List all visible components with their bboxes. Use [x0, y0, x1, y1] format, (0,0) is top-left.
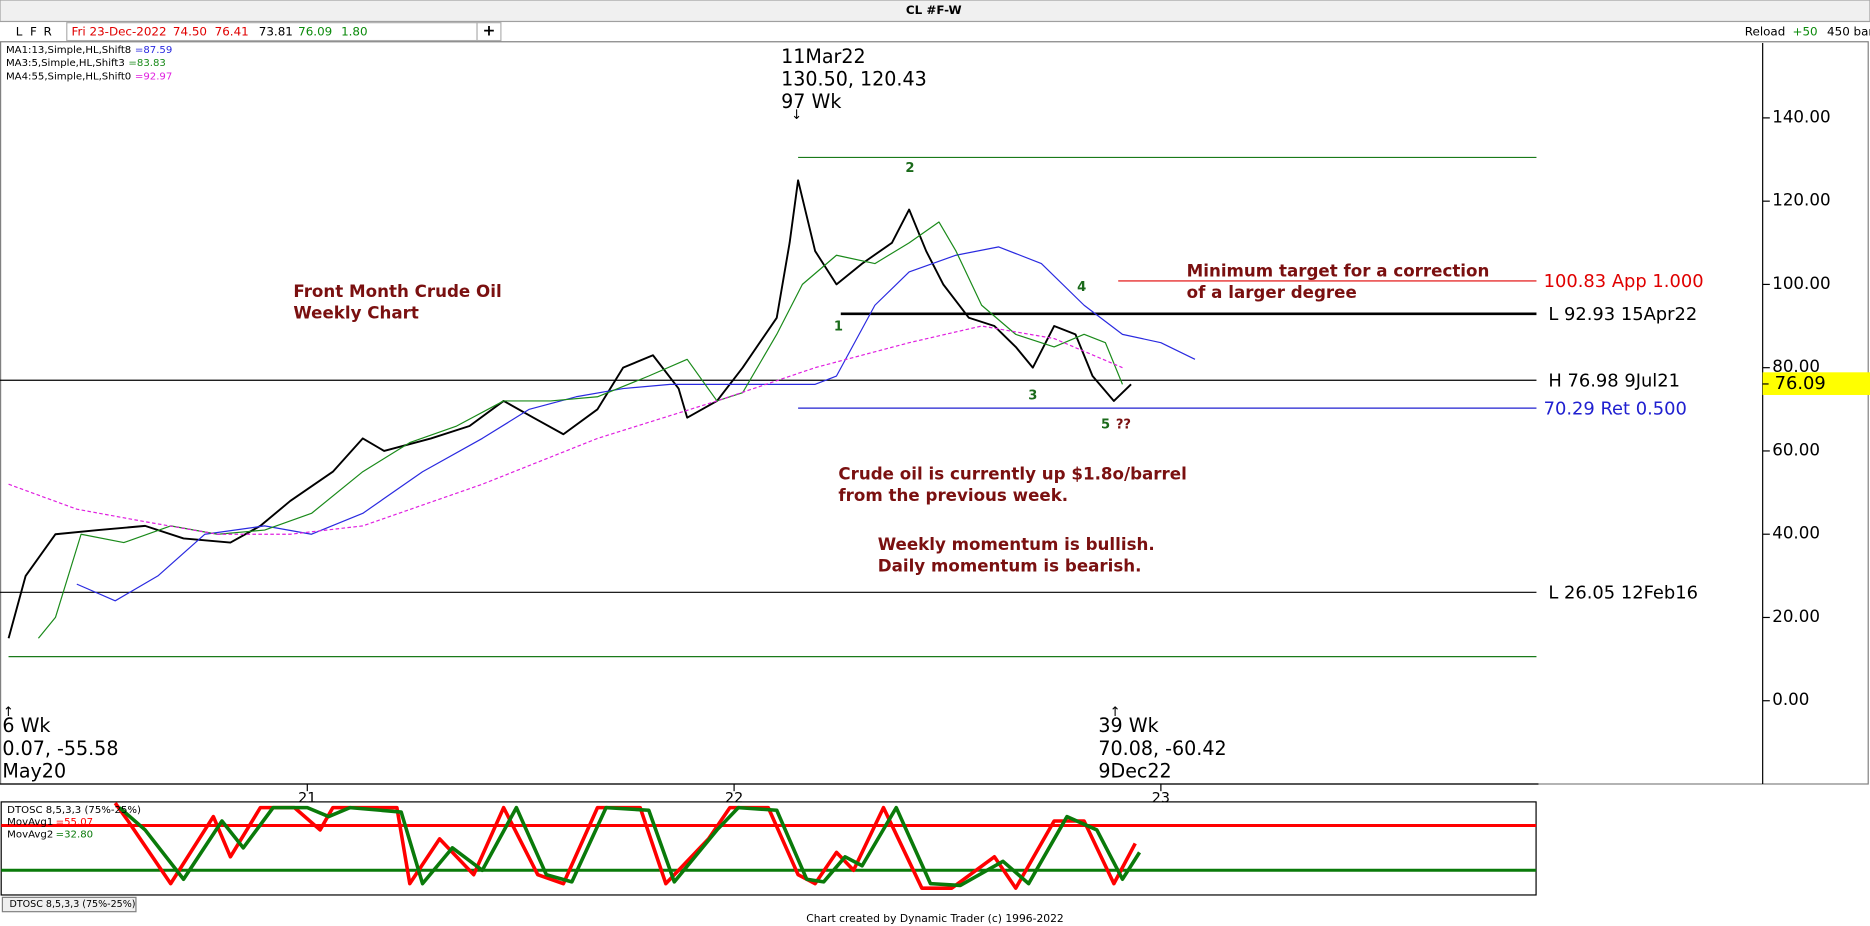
quote-close: 76.09 [298, 25, 332, 39]
wave-label: ?? [1116, 417, 1131, 432]
level-label: 100.83 App 1.000 [1544, 271, 1704, 292]
pivot-arrow: ↑ [1110, 705, 1121, 720]
pivot-text: 9Dec22 [1098, 761, 1171, 783]
note-text: Daily momentum is bearish. [878, 555, 1142, 575]
quote-change: 1.80 [341, 25, 368, 39]
toolbar-button[interactable]: R [44, 25, 52, 39]
pivot-text: 97 Wk [781, 91, 841, 113]
legend-value: =92.97 [135, 71, 172, 82]
wave-label: 5 [1101, 417, 1110, 432]
note-text: Crude oil is currently up $1.8o/barrel [838, 463, 1186, 483]
quote-open: 74.50 [173, 25, 207, 39]
oscillator-tab[interactable] [1, 896, 137, 913]
legend-name: MA4:55,Simple,HL,Shift0 [6, 71, 131, 82]
add-symbol[interactable]: + [482, 22, 495, 40]
pivot-text: May20 [2, 761, 66, 783]
wave-label: 1 [834, 319, 843, 334]
level-label: H 76.98 9Jul21 [1548, 370, 1680, 391]
reload-button[interactable]: Reload [1745, 25, 1786, 39]
y-tick-label: 0.00 [1772, 689, 1809, 709]
legend-value: =87.59 [135, 45, 172, 56]
y-tick-label: 100.00 [1772, 273, 1830, 293]
toolbar-button[interactable]: L [16, 25, 23, 39]
legend-value: =32.80 [56, 830, 93, 841]
y-tick-label: 20.00 [1772, 606, 1820, 626]
pivot-arrow: ↓ [791, 108, 802, 123]
y-tick-label: 60.00 [1772, 439, 1820, 459]
level-label: L 26.05 12Feb16 [1548, 582, 1698, 603]
toolbar-button[interactable]: F [30, 25, 37, 39]
oscillator-tab-label[interactable]: DTOSC 8,5,3,3 (75%-25%) [10, 899, 136, 910]
oscillator-title: DTOSC 8,5,3,3 (75%-25%) [7, 805, 141, 816]
series-line [76, 246, 1196, 602]
series-line [118, 805, 1142, 888]
legend-name: MA3:5,Simple,HL,Shift3 [6, 58, 125, 69]
x-tick-label: 22 [725, 790, 743, 806]
toolbar [0, 0, 1870, 23]
footer: Chart created by Dynamic Trader (c) 1996… [806, 912, 1064, 925]
last-price-box [1762, 372, 1870, 395]
legend-name: MovAvg2 [7, 830, 53, 841]
pivot-arrow: ↑ [3, 705, 14, 720]
legend-value: =83.83 [128, 58, 165, 69]
level-label: 70.29 Ret 0.500 [1544, 398, 1687, 419]
legend-name: MA1:13,Simple,HL,Shift8 [6, 45, 131, 56]
note-text: of a larger degree [1187, 282, 1357, 302]
note-text: from the previous week. [838, 485, 1068, 505]
oscillator-panel [0, 801, 1537, 896]
quote-date: Fri 23-Dec-2022 [72, 25, 167, 39]
pivot-text: 130.50, 120.43 [781, 68, 927, 90]
bars-count[interactable]: 450 bars [1827, 25, 1870, 39]
quote-low: 73.81 [259, 25, 293, 39]
pivot-text: 0.07, -55.58 [2, 738, 118, 760]
level-label: L 92.93 15Apr22 [1548, 304, 1697, 325]
series-line [8, 325, 1123, 535]
x-tick-label: 21 [298, 790, 316, 806]
pivot-text: 11Mar22 [781, 46, 866, 68]
wave-label: 3 [1028, 389, 1037, 404]
add-button[interactable] [476, 22, 502, 42]
y-tick-label: 140.00 [1772, 106, 1830, 126]
note-text: Weekly Chart [293, 302, 419, 322]
wave-label: 4 [1077, 280, 1086, 295]
note-text: Minimum target for a correction [1187, 261, 1490, 281]
wave-label: 2 [905, 161, 914, 176]
chart-title: CL #F-W [906, 3, 962, 17]
note-text: Front Month Crude Oil [293, 281, 501, 301]
quote-high: 76.41 [215, 25, 249, 39]
x-tick-label: 23 [1152, 790, 1170, 806]
last-price: 76.09 [1775, 373, 1826, 394]
note-text: Weekly momentum is bullish. [878, 534, 1155, 554]
y-tick-label: 120.00 [1772, 190, 1830, 210]
pivot-text: 6 Wk [2, 715, 50, 737]
y-tick-label: 40.00 [1772, 523, 1820, 543]
pivot-text: 70.08, -60.42 [1098, 738, 1226, 760]
y-tick-label: 80.00 [1772, 356, 1820, 376]
legend-name: MovAvg1 [7, 817, 53, 828]
legend-value: =55.07 [56, 817, 93, 828]
bars-plus[interactable]: +50 [1792, 25, 1817, 39]
pivot-text: 39 Wk [1098, 715, 1158, 737]
